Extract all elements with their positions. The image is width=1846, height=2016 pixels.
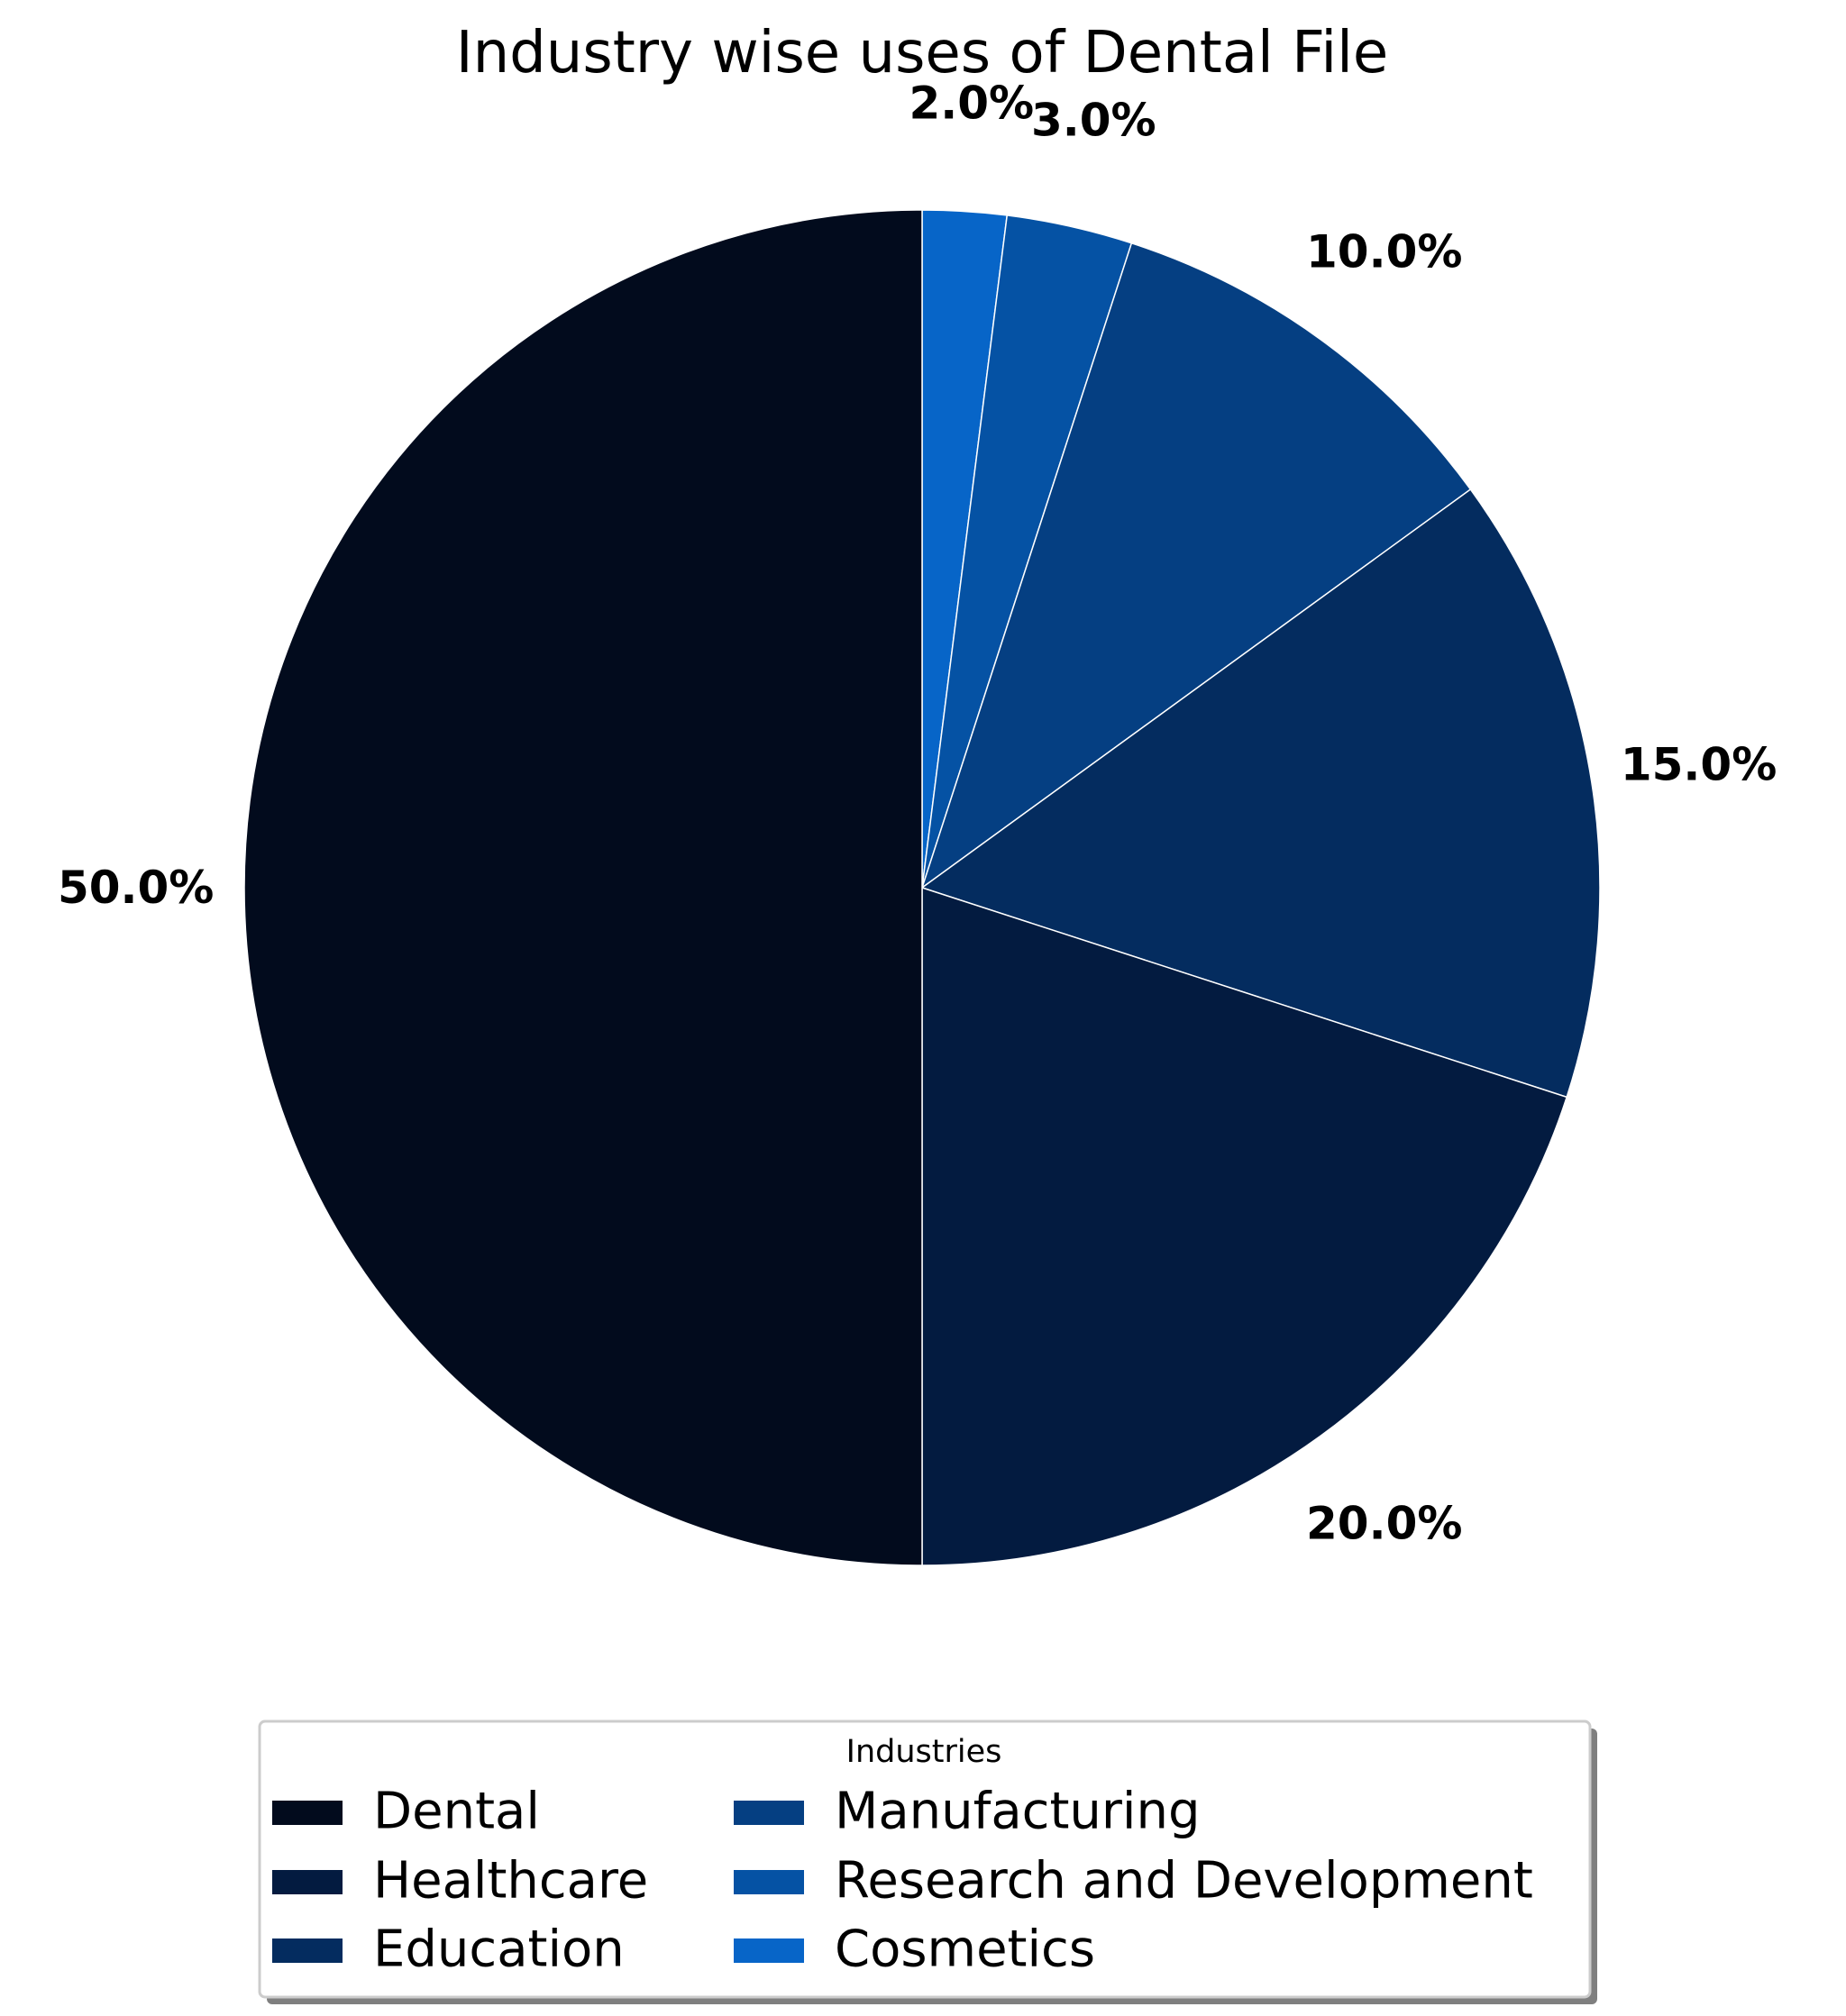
legend-label-dental: Dental (373, 1783, 540, 1841)
pie-slice-healthcare (921, 886, 1568, 1566)
legend-swatch-education (272, 1938, 343, 1963)
chart-title: Industry wise uses of Dental File (456, 20, 1389, 87)
legend-swatch-dental (272, 1801, 343, 1825)
pie-slice-education (920, 488, 1601, 1099)
legend-label-research-and-development: Research and Development (835, 1852, 1533, 1911)
pct-label-cosmetics: 2.0% (909, 77, 1034, 129)
legend-swatch-healthcare (272, 1870, 343, 1894)
pie-slice-dental (243, 209, 923, 1566)
pct-label-dental: 50.0% (58, 862, 214, 914)
legend-label-cosmetics: Cosmetics (835, 1920, 1095, 1979)
legend-label-education: Education (373, 1920, 625, 1979)
pct-label-research-and-development: 3.0% (1031, 95, 1156, 147)
legend-label-healthcare: Healthcare (373, 1852, 648, 1911)
legend-title: Industries (846, 1734, 1002, 1770)
legend-label-manufacturing: Manufacturing (835, 1783, 1201, 1841)
pie-slice-manufacturing (920, 242, 1472, 889)
legend-swatch-research-and-development (734, 1870, 804, 1894)
legend-swatch-manufacturing (734, 1801, 804, 1825)
pct-label-healthcare: 20.0% (1306, 1498, 1462, 1550)
legend: Industries Dental Healthcare Education Manu… (258, 1720, 1597, 2004)
pct-label-manufacturing: 10.0% (1306, 225, 1462, 278)
legend-swatch-cosmetics (734, 1938, 804, 1963)
pct-label-education: 15.0% (1621, 739, 1777, 791)
legend-frame (258, 1720, 1592, 1999)
